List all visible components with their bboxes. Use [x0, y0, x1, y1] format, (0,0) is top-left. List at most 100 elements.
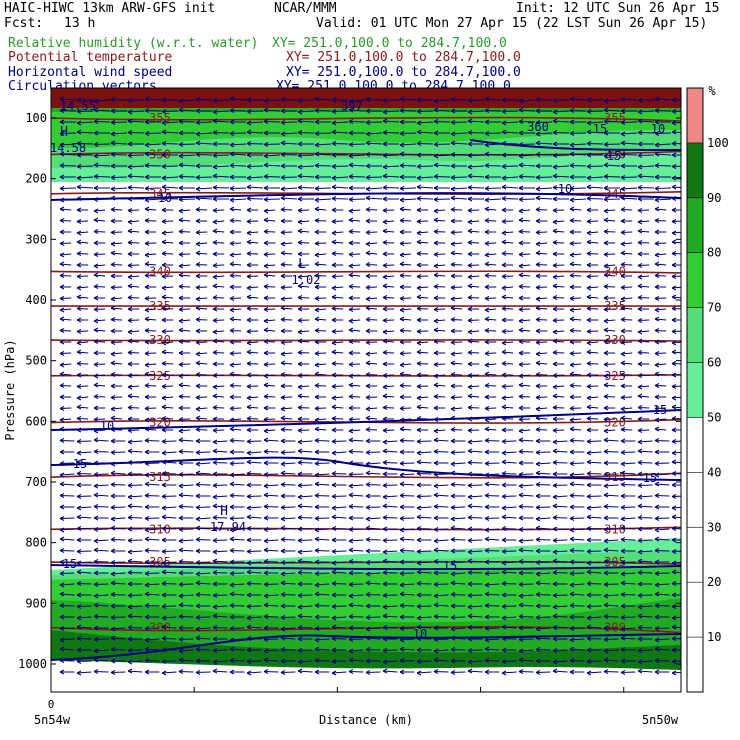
circulation-vector: [569, 559, 585, 565]
circulation-vector: [263, 405, 276, 411]
circulation-vector: [654, 351, 667, 356]
circulation-vector: [127, 416, 140, 422]
circulation-vector: [195, 395, 208, 400]
circulation-vector: [59, 229, 72, 235]
circulation-vector: [76, 317, 89, 323]
circulation-vector: [314, 186, 332, 191]
circulation-vector: [671, 239, 681, 245]
circulation-vector: [552, 659, 568, 665]
circulation-vector: [93, 153, 111, 159]
circulation-vector: [450, 635, 466, 641]
circulation-vector: [671, 251, 681, 256]
circulation-vector: [76, 549, 92, 554]
circulation-vector: [416, 471, 432, 476]
wind-speed-contour: [51, 633, 681, 661]
circulation-vector: [552, 428, 565, 433]
circulation-vector: [586, 372, 599, 378]
circulation-vector: [348, 437, 364, 443]
circulation-vector: [501, 659, 517, 664]
circulation-vector: [382, 581, 398, 587]
circulation-vector: [246, 537, 262, 543]
circulation-vector: [501, 361, 514, 366]
circulation-vector: [467, 329, 480, 335]
circulation-vector: [93, 492, 109, 498]
circulation-vector: [59, 186, 77, 191]
circulation-vector: [59, 351, 72, 356]
circulation-vector: [501, 670, 517, 676]
circulation-vector: [569, 197, 587, 203]
circulation-vector: [127, 208, 140, 213]
circulation-vector: [178, 593, 194, 599]
circulation-vector: [382, 306, 395, 312]
circulation-vector: [59, 438, 75, 443]
circulation-vector: [620, 195, 638, 201]
circulation-vector: [161, 141, 179, 146]
circulation-vector: [246, 624, 262, 630]
circulation-vector: [195, 273, 208, 279]
circulation-vector: [382, 570, 398, 575]
circulation-vector: [569, 394, 582, 400]
circulation-vector: [399, 449, 415, 455]
circulation-vector: [280, 152, 298, 157]
circulation-vector: [620, 175, 638, 180]
model-title: HAIC-HIWC 13km ARW-GFS init: [4, 1, 216, 16]
circulation-vector: [569, 186, 587, 191]
circulation-vector: [518, 417, 531, 422]
circulation-vector: [433, 153, 451, 159]
circulation-vector: [348, 174, 366, 179]
circulation-vector: [671, 439, 681, 444]
circulation-vector: [246, 450, 262, 456]
circulation-vector: [280, 262, 293, 267]
circulation-vector: [620, 317, 633, 322]
circulation-vector: [450, 603, 466, 609]
circulation-vector: [416, 569, 432, 575]
circulation-vector: [654, 406, 667, 411]
circulation-vector: [76, 427, 89, 433]
circulation-vector: [280, 186, 298, 192]
circulation-vector: [467, 338, 480, 344]
circulation-vector: [76, 129, 94, 135]
circulation-vector: [127, 613, 143, 619]
circulation-vector: [229, 174, 246, 180]
circulation-vector: [195, 560, 211, 565]
circulation-vector: [127, 219, 140, 225]
circulation-vector: [416, 395, 429, 401]
circulation-vector: [671, 505, 681, 511]
circulation-vector: [467, 613, 483, 619]
circulation-vector: [144, 504, 160, 510]
circulation-vector: [314, 142, 332, 148]
circulation-vector: [603, 602, 619, 608]
circulation-vector: [127, 306, 140, 312]
circulation-vector: [518, 559, 534, 564]
circulation-vector: [229, 197, 247, 203]
circulation-vector: [76, 581, 92, 586]
circulation-vector: [229, 646, 245, 652]
y-tick-label: 500: [25, 354, 47, 368]
circulation-vector: [382, 208, 395, 213]
circulation-vector: [535, 250, 548, 256]
circulation-vector: [671, 636, 681, 641]
circulation-vector: [178, 382, 191, 388]
circulation-vector: [586, 196, 604, 201]
circulation-vector: [671, 581, 681, 586]
circulation-vector: [331, 505, 347, 511]
circulation-vector: [518, 162, 536, 168]
field-theta-name: Potential temperature: [8, 50, 173, 65]
circulation-vector: [484, 383, 497, 388]
circulation-vector: [331, 109, 349, 114]
circulation-vector: [382, 185, 400, 190]
circulation-vector: [365, 580, 381, 586]
circulation-vector: [450, 461, 466, 467]
circulation-vector: [59, 284, 72, 290]
circulation-vector: [263, 107, 281, 113]
circulation-vector: [654, 637, 670, 643]
circulation-vector: [501, 427, 514, 433]
circulation-vector: [59, 516, 75, 521]
circulation-vector: [467, 549, 483, 555]
circulation-vector: [552, 219, 565, 225]
circulation-vector: [484, 186, 502, 191]
circulation-vector: [263, 174, 281, 179]
circulation-vector: [144, 151, 162, 157]
colorbar-tick-label: 40: [707, 465, 721, 479]
circulation-vector: [212, 185, 230, 190]
